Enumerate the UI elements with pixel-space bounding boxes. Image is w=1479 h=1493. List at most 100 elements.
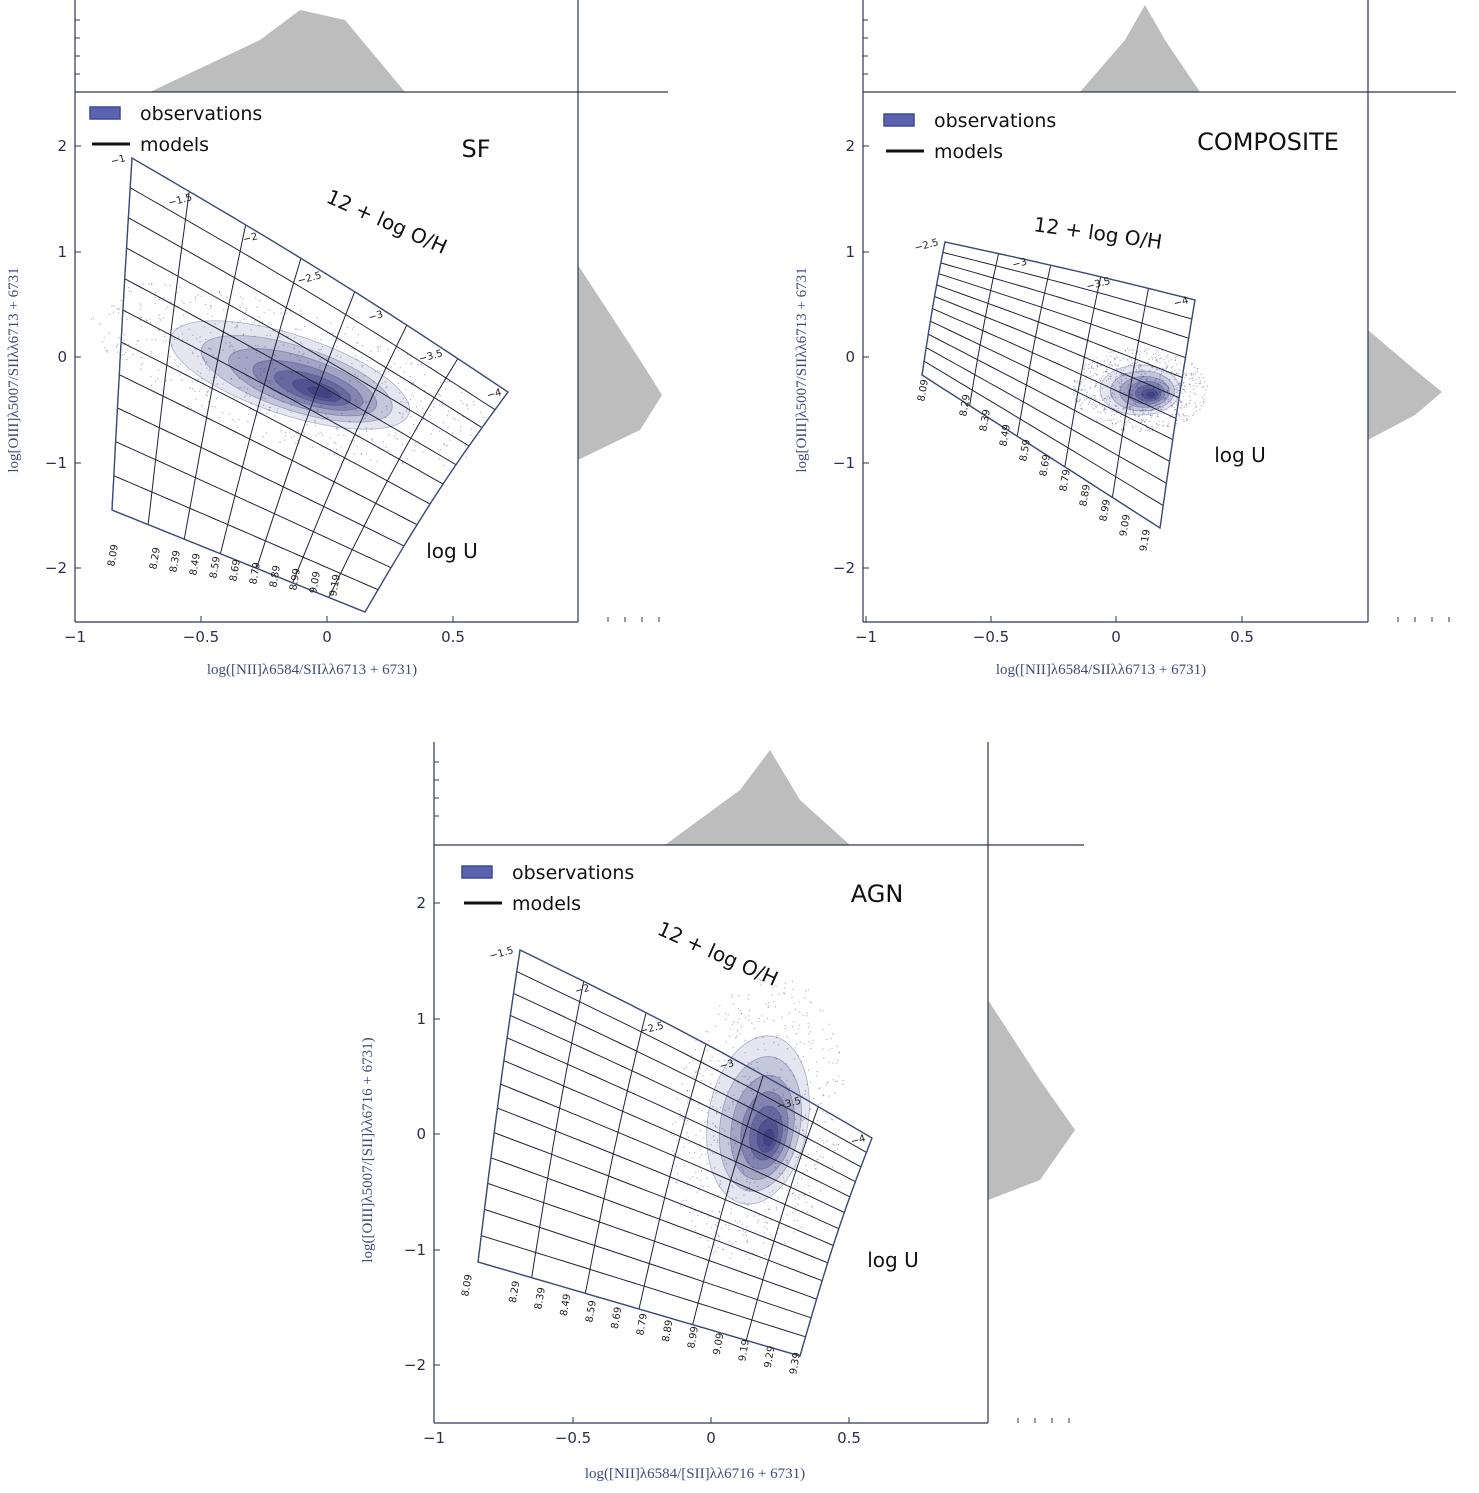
observation-point [297, 431, 300, 433]
observation-point [280, 430, 282, 432]
observation-point [297, 370, 299, 372]
observation-point [406, 353, 409, 356]
observation-point [1180, 407, 1182, 409]
observation-point [245, 392, 247, 394]
observation-point [287, 335, 289, 338]
observation-point [1149, 430, 1151, 432]
observation-point [266, 413, 268, 415]
y-tick-label: 1 [416, 1010, 426, 1028]
observation-point [208, 369, 210, 371]
observation-point [806, 1015, 808, 1017]
observation-point [376, 394, 378, 396]
observation-point [1181, 401, 1183, 403]
observation-point [466, 404, 468, 406]
observation-point [1101, 399, 1103, 402]
observation-point [692, 1176, 694, 1178]
observation-point [241, 303, 243, 305]
observation-point [693, 1151, 696, 1154]
observation-point [1074, 388, 1077, 391]
observation-point [679, 1110, 681, 1112]
observation-point [394, 432, 396, 434]
observation-point [1112, 384, 1115, 386]
observation-point [1106, 371, 1108, 373]
observation-point [809, 1000, 811, 1003]
observation-point [803, 1043, 805, 1045]
observation-point [1162, 382, 1164, 385]
observation-point [1166, 409, 1168, 411]
observation-point [778, 1227, 780, 1230]
observation-point [746, 1147, 748, 1149]
observation-point [706, 1162, 709, 1165]
observation-point [182, 314, 184, 317]
observation-point [779, 1118, 781, 1121]
observation-point [1119, 374, 1121, 376]
observation-point [267, 421, 269, 424]
observation-point [1106, 397, 1108, 399]
y-tick-label: 2 [57, 137, 67, 155]
observation-point [1185, 385, 1187, 388]
observation-point [1114, 423, 1117, 425]
observation-point [1151, 367, 1154, 369]
observation-point [163, 340, 165, 343]
observation-point [1158, 406, 1160, 408]
observation-point [1138, 353, 1141, 356]
observation-point [177, 336, 180, 339]
observation-point [422, 418, 424, 421]
observation-point [210, 332, 212, 334]
observation-point [1129, 406, 1131, 408]
observation-point [288, 409, 290, 411]
observation-point [1185, 374, 1188, 377]
observation-point [135, 343, 137, 346]
observation-point [742, 1230, 744, 1232]
observation-point [1093, 386, 1096, 388]
observation-point [1199, 402, 1201, 404]
observation-point [799, 1011, 801, 1013]
observation-point [170, 301, 173, 303]
observation-point [1088, 363, 1090, 366]
observation-point [1145, 401, 1148, 404]
observation-point [438, 430, 441, 432]
observation-point [1159, 405, 1161, 408]
observation-point [365, 402, 367, 404]
observation-point [402, 461, 404, 464]
observation-point [759, 1259, 761, 1261]
observation-point [728, 1225, 731, 1227]
observation-point [753, 1027, 756, 1030]
observation-point [411, 381, 414, 383]
observation-point [353, 453, 356, 455]
metallicity-line [490, 1157, 823, 1282]
observation-point [402, 463, 404, 465]
observation-point [1152, 427, 1154, 429]
observation-point [702, 1061, 705, 1063]
observation-point [290, 411, 292, 413]
observation-point [158, 314, 160, 316]
observation-point [777, 1044, 780, 1046]
observation-point [823, 1057, 825, 1059]
observation-point [1078, 400, 1080, 402]
observation-point [753, 1134, 756, 1136]
observation-point [276, 411, 278, 413]
observation-point [819, 1137, 821, 1140]
observation-point [1173, 408, 1176, 411]
observation-point [356, 445, 358, 448]
observation-point [1133, 402, 1135, 405]
observation-point [701, 1153, 703, 1156]
observation-point [1106, 419, 1108, 421]
y-tick-label: −1 [45, 454, 67, 472]
observation-point [789, 1087, 791, 1089]
observation-point [747, 1078, 749, 1081]
observation-point [390, 366, 392, 368]
observation-point [1171, 414, 1174, 416]
observation-point [798, 1102, 800, 1105]
observation-point [1148, 428, 1151, 431]
observation-point [200, 363, 202, 365]
observation-point [302, 431, 305, 433]
observation-point [686, 1132, 689, 1134]
metallicity-grid-label: 9.19 [737, 1339, 752, 1363]
observation-point [738, 1229, 741, 1232]
observations-scatter [1073, 347, 1209, 433]
observation-point [132, 353, 134, 356]
observation-point [1140, 384, 1142, 386]
observation-point [1089, 371, 1092, 373]
observation-point [719, 1180, 722, 1182]
